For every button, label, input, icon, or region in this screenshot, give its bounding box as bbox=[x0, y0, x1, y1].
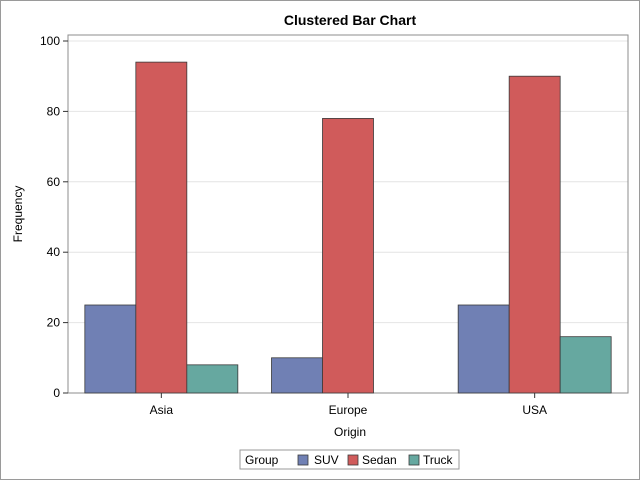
legend-swatch-sedan bbox=[347, 454, 359, 466]
legend-label-suv: SUV bbox=[314, 453, 339, 467]
y-tick-label: 40 bbox=[47, 245, 61, 259]
chart-title: Clustered Bar Chart bbox=[284, 12, 417, 28]
bar-suv-asia bbox=[84, 304, 137, 394]
y-axis: 0 20 40 60 80 100 bbox=[40, 34, 68, 400]
legend-swatch-truck bbox=[408, 454, 420, 466]
x-tick-label: Europe bbox=[329, 403, 368, 417]
y-tick-label: 100 bbox=[40, 34, 60, 48]
bar-suv-europe bbox=[271, 357, 323, 394]
y-tick-label: 20 bbox=[47, 316, 61, 330]
bar-sedan-usa bbox=[508, 75, 561, 394]
y-tick-label: 80 bbox=[47, 104, 61, 118]
legend-swatch-suv bbox=[297, 454, 309, 466]
y-axis-label: Frequency bbox=[11, 186, 25, 243]
y-tick-label: 60 bbox=[47, 175, 61, 189]
bars bbox=[84, 61, 612, 394]
x-axis-label: Origin bbox=[334, 425, 366, 439]
legend-label-truck: Truck bbox=[423, 453, 454, 467]
legend-title: Group bbox=[245, 453, 279, 467]
bar-truck-asia bbox=[186, 364, 239, 394]
bar-sedan-europe bbox=[322, 118, 374, 394]
y-tick-label: 0 bbox=[53, 386, 60, 400]
x-tick-label: USA bbox=[522, 403, 547, 417]
bar-sedan-asia bbox=[135, 61, 188, 394]
x-axis: Asia Europe USA bbox=[150, 393, 547, 417]
legend-label-sedan: Sedan bbox=[362, 453, 397, 467]
bar-suv-usa bbox=[457, 304, 510, 394]
x-tick-label: Asia bbox=[150, 403, 174, 417]
bar-truck-usa bbox=[559, 336, 612, 394]
legend: Group SUV Sedan Truck bbox=[239, 449, 460, 470]
